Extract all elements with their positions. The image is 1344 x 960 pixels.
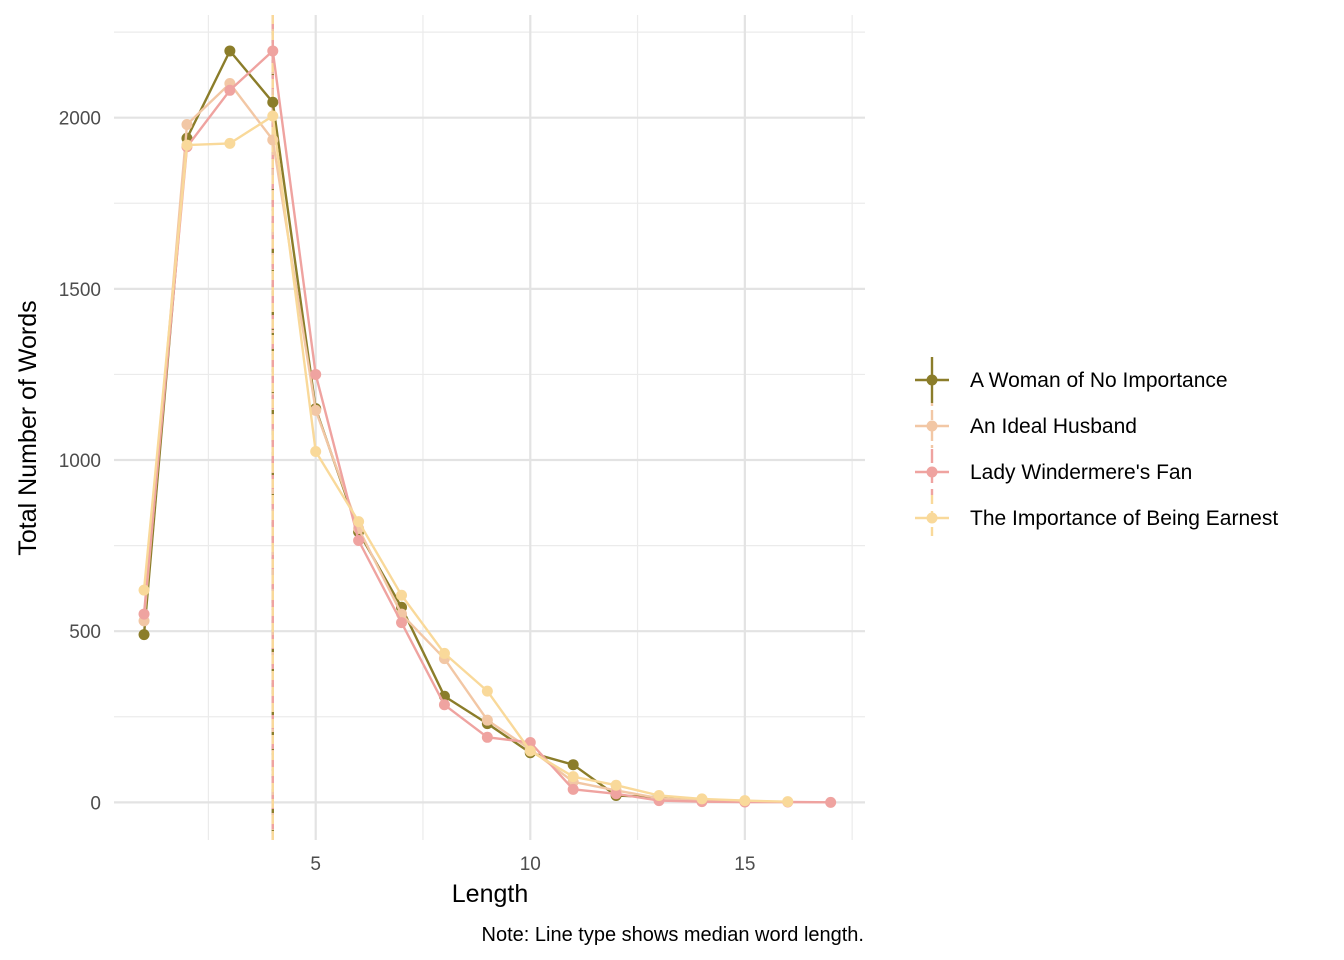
chart-caption: Note: Line type shows median word length…	[482, 924, 864, 946]
legend-label: Lady Windermere's Fan	[970, 461, 1192, 484]
data-point	[181, 119, 193, 131]
data-point	[524, 745, 536, 757]
data-point	[610, 788, 622, 800]
legend-label: The Importance of Being Earnest	[970, 507, 1278, 530]
data-point	[481, 685, 493, 697]
legend-item: A Woman of No Importance	[915, 357, 1228, 403]
y-tick-label: 1000	[59, 451, 101, 472]
y-tick-label: 1500	[59, 280, 101, 301]
data-point	[353, 516, 365, 528]
data-point	[310, 368, 322, 380]
data-point	[481, 714, 493, 726]
series-line	[142, 49, 745, 803]
series-lines	[138, 45, 837, 808]
data-point	[138, 584, 150, 596]
series-a-woman-of-no-importance	[138, 45, 751, 807]
data-point	[396, 589, 408, 601]
legend-item: Lady Windermere's Fan	[915, 449, 1192, 495]
legend-key-point	[926, 374, 938, 386]
data-point	[396, 617, 408, 629]
x-tick-label: 10	[520, 854, 541, 875]
data-point	[138, 629, 150, 641]
series-line	[142, 114, 788, 803]
data-point	[438, 699, 450, 711]
x-tick-label: 5	[310, 854, 321, 875]
data-point	[567, 783, 579, 795]
data-point	[825, 796, 837, 808]
y-tick-label: 0	[90, 793, 101, 814]
y-tick-label: 2000	[59, 109, 101, 130]
data-point	[438, 647, 450, 659]
data-point	[782, 796, 794, 808]
x-tick-label: 15	[734, 854, 755, 875]
legend: A Woman of No Importance An Ideal Husband…	[915, 357, 1278, 541]
data-point	[696, 793, 708, 805]
legend-label: An Ideal Husband	[970, 415, 1137, 438]
data-point	[567, 759, 579, 771]
data-point	[567, 771, 579, 783]
x-axis-title: Length	[452, 880, 528, 908]
series-the-importance-of-being-earnest	[138, 110, 794, 808]
legend-key-point	[926, 466, 938, 478]
data-point	[481, 731, 493, 743]
data-point	[267, 110, 279, 122]
legend-item: The Importance of Being Earnest	[915, 495, 1278, 541]
data-point	[224, 137, 236, 149]
tick-labels: 5 10 15 0 500 1000 1500 2000	[59, 109, 756, 875]
data-point	[610, 779, 622, 791]
legend-item: An Ideal Husband	[915, 403, 1137, 449]
y-axis-title: Total Number of Words	[14, 300, 42, 555]
legend-key-point	[926, 420, 938, 432]
data-point	[353, 534, 365, 546]
legend-key-point	[926, 512, 938, 524]
legend-label: A Woman of No Importance	[970, 369, 1228, 392]
data-point	[310, 404, 322, 416]
data-point	[267, 96, 279, 108]
data-point	[224, 84, 236, 96]
data-point	[739, 795, 751, 807]
data-point	[267, 45, 279, 57]
y-tick-label: 500	[69, 622, 101, 643]
data-point	[224, 45, 236, 57]
data-point	[310, 445, 322, 457]
data-point	[138, 608, 150, 620]
data-point	[181, 139, 193, 151]
data-point	[653, 789, 665, 801]
